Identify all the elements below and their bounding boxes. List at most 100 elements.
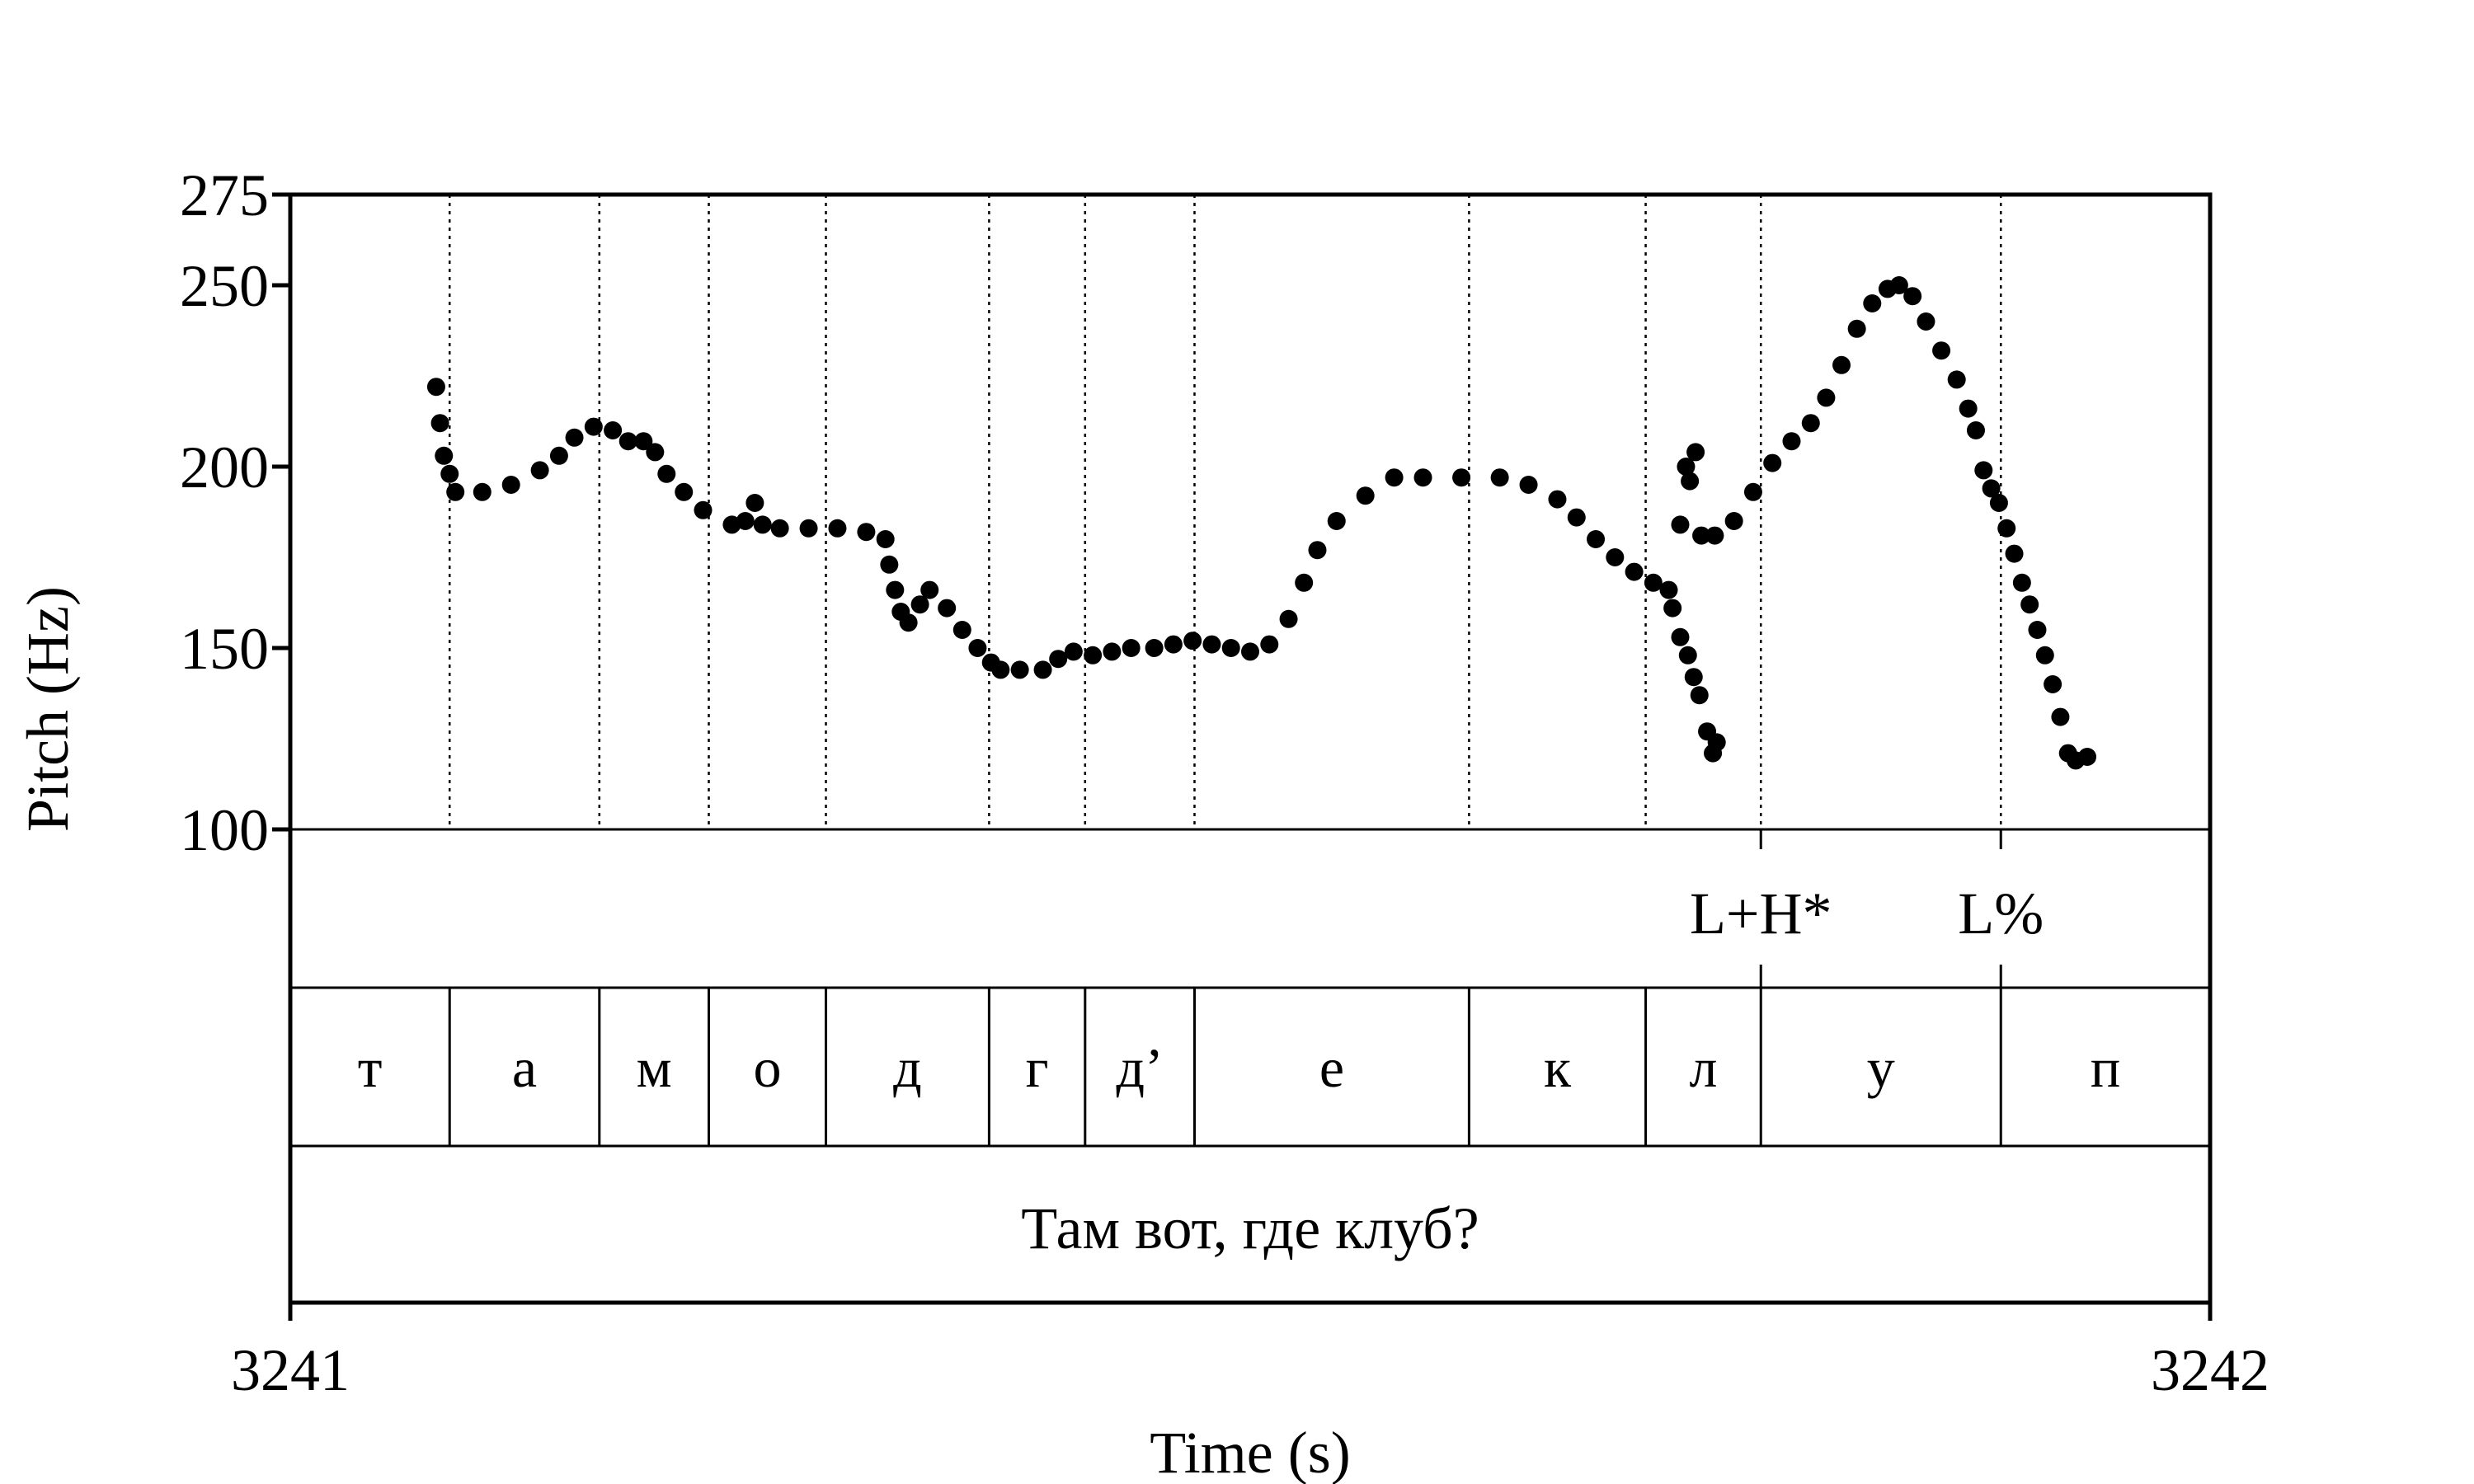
- pitch-point: [1413, 468, 1432, 487]
- pitch-point: [1327, 512, 1346, 530]
- pitch-point: [1847, 319, 1866, 338]
- pitch-point: [899, 613, 918, 632]
- pitch-point: [1801, 414, 1820, 433]
- pitch-point: [1010, 660, 1029, 679]
- pitch-point: [675, 482, 694, 501]
- pitch-point: [634, 432, 653, 451]
- pitch-point: [1033, 660, 1052, 679]
- pitch-point: [1989, 494, 2008, 512]
- x-axis: 3241 3242: [231, 1303, 2269, 1403]
- pitch-point: [920, 580, 939, 599]
- pitch-point: [1817, 388, 1836, 407]
- pitch-point: [1947, 370, 1966, 389]
- pitch-point: [435, 446, 454, 465]
- pitch-point: [1221, 639, 1240, 657]
- sentence-label: Там вот, где клуб?: [1021, 1195, 1479, 1261]
- plot-frame: [288, 192, 2213, 1305]
- x-axis-title: Time (s): [1150, 1420, 1350, 1484]
- y-axis-title: Pitch (Hz): [15, 586, 81, 832]
- pitch-point: [584, 417, 603, 436]
- pitch-point: [1782, 432, 1801, 451]
- segment-label: д: [893, 1036, 922, 1099]
- pitch-point: [1049, 650, 1068, 669]
- pitch-point: [1103, 642, 1122, 661]
- y-tick-label: 150: [180, 616, 269, 682]
- x-tick-label: 3242: [2151, 1337, 2269, 1403]
- segment-label: е: [1319, 1036, 1344, 1099]
- pitch-point: [1917, 312, 1935, 331]
- pitch-point: [1724, 512, 1743, 530]
- pitch-point: [1763, 453, 1782, 472]
- pitch-point: [657, 464, 676, 483]
- pitch-point: [1692, 526, 1711, 545]
- pitch-point: [1356, 486, 1375, 505]
- pitch-point: [1279, 609, 1298, 628]
- pitch-point: [604, 421, 623, 439]
- pitch-point: [2020, 595, 2039, 614]
- segment-tier: т а м о д г д’ е к л у п: [358, 988, 2120, 1146]
- pitch-point: [880, 555, 899, 574]
- pitch-point: [753, 515, 772, 534]
- pitch-point: [549, 446, 568, 465]
- pitch-point: [1625, 562, 1644, 581]
- pitch-points: [426, 276, 2097, 770]
- pitch-point: [991, 660, 1010, 679]
- y-tick-label: 275: [180, 162, 269, 228]
- pitch-point: [1587, 530, 1606, 548]
- pitch-point: [530, 461, 549, 480]
- segment-label: м: [637, 1036, 672, 1099]
- pitch-point: [1308, 541, 1327, 560]
- pitch-point: [2044, 675, 2062, 693]
- pitch-point: [1606, 548, 1625, 566]
- y-tick-label: 100: [180, 797, 269, 863]
- pitch-point: [1704, 744, 1723, 763]
- tone-label: L%: [1958, 881, 2044, 946]
- pitch-point: [473, 482, 492, 501]
- pitch-point: [1183, 632, 1202, 650]
- pitch-point: [1743, 482, 1762, 501]
- pitch-point: [1671, 515, 1690, 534]
- pitch-point: [1260, 635, 1279, 654]
- pitch-point: [1084, 646, 1103, 665]
- pitch-point: [799, 519, 818, 538]
- pitch-point: [1681, 472, 1700, 491]
- pitch-point: [1548, 490, 1567, 509]
- segment-label: к: [1544, 1036, 1572, 1099]
- pitch-point: [1974, 461, 1993, 480]
- segment-label: а: [512, 1036, 537, 1099]
- pitch-point: [2051, 707, 2070, 726]
- pitch-point: [1385, 468, 1404, 487]
- tone-label: L+H*: [1690, 881, 1832, 946]
- pitch-point: [2012, 573, 2031, 592]
- segment-label: г: [1026, 1036, 1049, 1099]
- pitch-point: [1122, 639, 1141, 657]
- pitch-point: [1678, 646, 1697, 665]
- pitch-point: [828, 519, 847, 538]
- pitch-point: [886, 580, 905, 599]
- pitch-point: [1997, 519, 2016, 538]
- segment-label: л: [1689, 1036, 1717, 1099]
- pitch-point: [694, 500, 713, 519]
- pitch-point: [1932, 341, 1951, 360]
- pitch-point: [446, 482, 465, 501]
- pitch-point: [2035, 646, 2054, 665]
- y-tick-label: 250: [180, 253, 269, 319]
- y-axis: 100 150 200 250 275: [180, 162, 290, 863]
- pitch-point: [440, 464, 459, 483]
- pitch-point: [770, 519, 789, 538]
- pitch-point: [968, 639, 987, 657]
- x-tick-label: 3241: [231, 1337, 350, 1403]
- pitch-point: [1295, 573, 1314, 592]
- pitch-point: [1659, 580, 1678, 599]
- pitch-point: [1705, 526, 1724, 545]
- pitch-point: [736, 512, 755, 530]
- pitch-point: [1889, 276, 1908, 294]
- pitch-point: [565, 428, 584, 447]
- pitch-point: [1966, 421, 1985, 439]
- segment-label: о: [754, 1036, 782, 1099]
- pitch-point: [1677, 458, 1696, 476]
- pitch-point: [1490, 468, 1509, 487]
- pitch-point: [2028, 621, 2047, 639]
- pitch-point: [2005, 544, 2024, 563]
- segment-label: п: [2091, 1036, 2120, 1099]
